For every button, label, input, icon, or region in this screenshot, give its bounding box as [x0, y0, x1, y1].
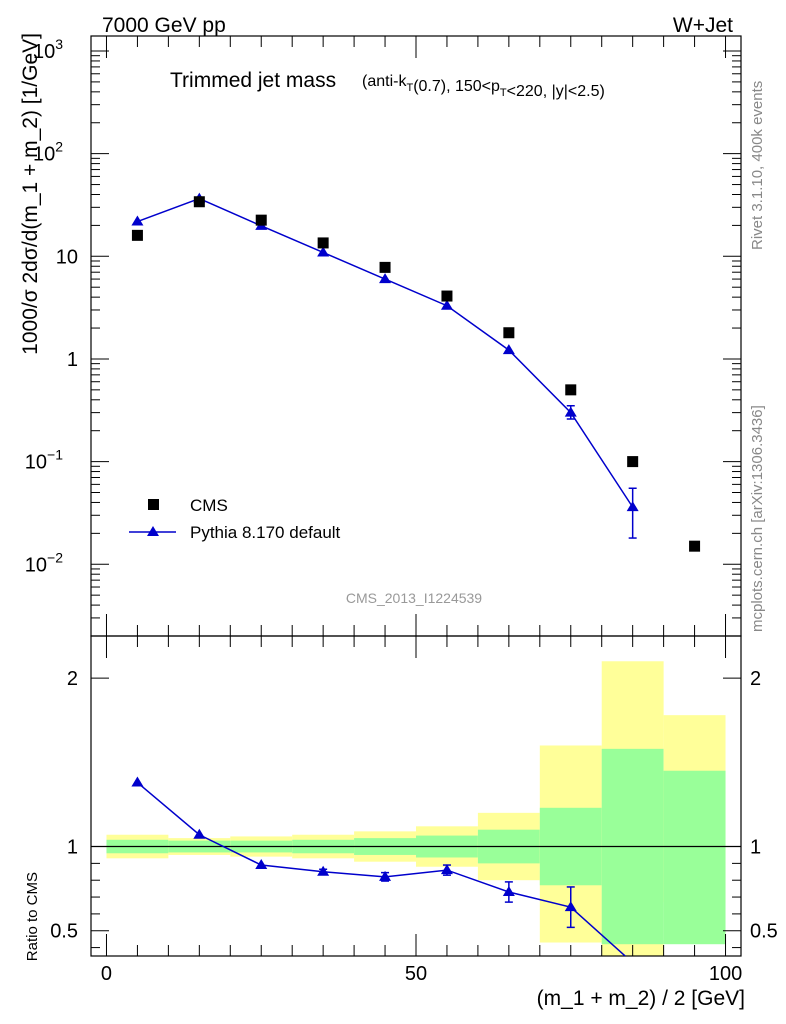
ratio-ytick-label-right: 0.5 — [750, 921, 778, 943]
ratio-marker — [564, 901, 577, 912]
cms-marker — [565, 384, 577, 396]
ratio-panel: 0.5 0.5 1 1 2 2 0 50 100 — [50, 636, 778, 985]
legend: CMS Pythia 8.170 default — [129, 496, 341, 542]
subscript: T — [406, 82, 413, 94]
main-panel: 10−2 10−1 1 10 102 103 — [25, 36, 741, 637]
mc-marker — [502, 344, 515, 355]
inner-band — [663, 770, 726, 945]
legend-data-label: CMS — [190, 496, 228, 515]
main-data — [131, 192, 701, 552]
mc-marker — [379, 273, 392, 284]
cms-marker — [627, 456, 639, 468]
main-ytick-label: 10−2 — [25, 549, 63, 576]
legend-mc-label: Pythia 8.170 default — [190, 523, 341, 542]
cms-marker — [379, 261, 391, 273]
mc-marker — [564, 406, 577, 417]
ratio-ytick-label-right: 2 — [750, 668, 761, 690]
cms-marker — [689, 540, 701, 552]
analysis-id: CMS_2013_I1224539 — [346, 590, 482, 606]
ratio-xtick-label: 100 — [709, 963, 742, 985]
plot-title: Trimmed jet mass — [170, 69, 336, 92]
ratio-marker — [131, 776, 144, 787]
legend-mc-marker — [147, 526, 159, 536]
legend-data-marker — [148, 499, 159, 510]
subscript: T — [500, 87, 507, 99]
ratio-marker — [317, 865, 330, 876]
ratio-ytick-label: 1 — [67, 837, 78, 859]
main-ytick-label: 1 — [67, 349, 78, 371]
main-ytick-label: 102 — [33, 139, 63, 166]
ratio-bands — [106, 661, 726, 956]
ratio-marker — [379, 870, 392, 881]
ratio-marker — [440, 864, 453, 875]
cms-marker — [317, 237, 329, 249]
ylabel-ratio: Ratio to CMS — [24, 872, 41, 961]
main-frame — [90, 35, 742, 637]
ratio-marker — [502, 886, 515, 896]
ratio-ytick-label: 2 — [67, 668, 78, 690]
mc-marker — [626, 501, 639, 512]
ratio-frame — [90, 635, 742, 957]
plot-title-main: Trimmed jet mass — [170, 69, 336, 92]
cms-marker — [131, 229, 143, 241]
mc-marker — [131, 215, 144, 226]
mc-marker — [317, 246, 330, 257]
mc-line — [137, 197, 634, 508]
plot-title-detail: (anti-kT(0.7), 150<pT<220, |y|<2.5) — [362, 73, 605, 100]
ratio-marker — [255, 859, 268, 870]
ratio-marker — [193, 828, 206, 839]
ratio-data — [131, 776, 627, 956]
rivet-label: Rivet 3.1.10, 400k events — [749, 81, 766, 250]
ylabel-main: 1000/σ 2dσ/d(m_1 + m_2) [1/GeV] — [19, 33, 42, 355]
main-ytick-label: 10−1 — [25, 447, 63, 474]
cms-marker — [193, 196, 205, 208]
cms-marker — [441, 290, 453, 302]
mcplots-label: mcplots.cern.ch [arXiv:1306.3436] — [749, 405, 766, 632]
mc-marker — [440, 299, 453, 310]
header-left: 7000 GeV pp — [102, 14, 226, 37]
cms-marker — [255, 214, 267, 226]
main-ytick-label: 10 — [56, 246, 78, 268]
header-right: W+Jet — [673, 14, 733, 37]
ratio-xtick-label: 50 — [405, 963, 427, 985]
ratio-ytick-label-right: 1 — [750, 837, 761, 859]
main-ytick-label: 103 — [33, 36, 63, 63]
ratio-ytick-label: 0.5 — [50, 921, 78, 943]
ratio-xtick-label: 0 — [101, 963, 112, 985]
cms-marker — [503, 327, 515, 339]
xlabel: (m_1 + m_2) / 2 [GeV] — [537, 987, 745, 1010]
